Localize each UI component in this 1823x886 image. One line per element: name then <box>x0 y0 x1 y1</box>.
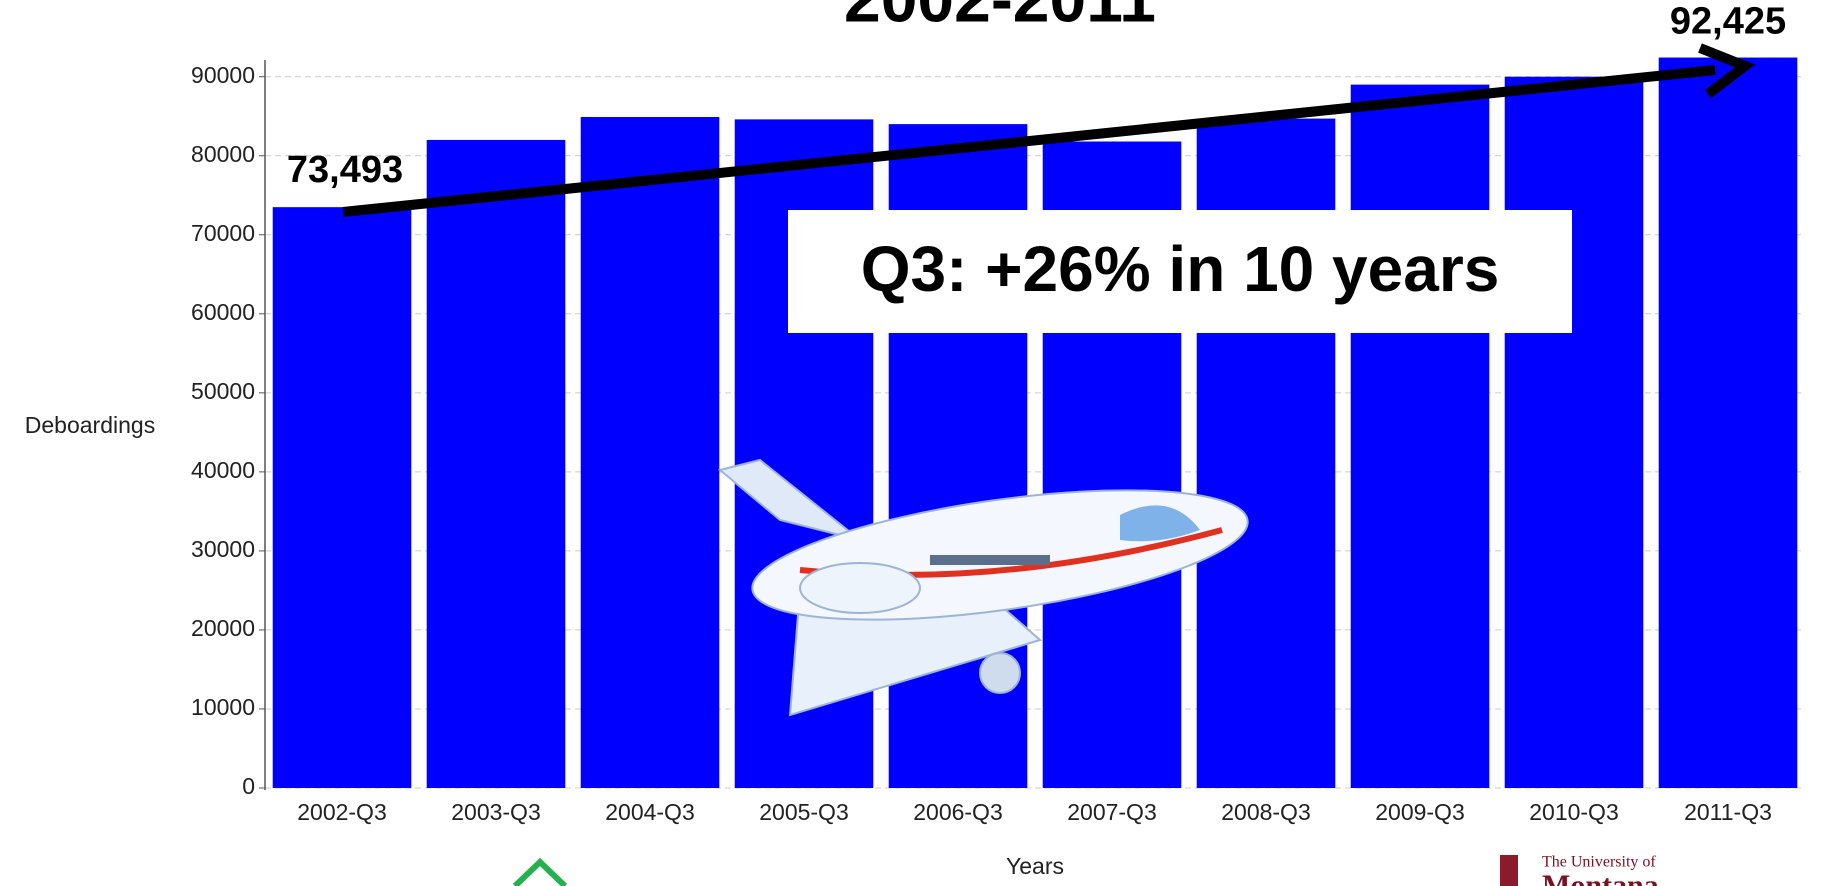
x-tick-label: 2002-Q3 <box>297 799 387 825</box>
bar <box>580 117 720 789</box>
chart-title: 2002-2011 <box>844 0 1156 35</box>
bar <box>1350 84 1490 788</box>
annotation-box <box>788 210 1572 333</box>
y-tick-label: 60000 <box>191 299 255 325</box>
x-tick-label: 2008-Q3 <box>1221 799 1311 825</box>
y-tick-label: 0 <box>242 773 255 799</box>
x-tick-label: 2010-Q3 <box>1529 799 1619 825</box>
y-tick-label: 80000 <box>191 141 255 167</box>
logo-text: The University of <box>1542 854 1656 871</box>
x-tick-label: 2004-Q3 <box>605 799 695 825</box>
y-tick-label: 70000 <box>191 220 255 246</box>
x-tick-label: 2007-Q3 <box>1067 799 1157 825</box>
y-tick-label: 20000 <box>191 615 255 641</box>
x-tick-label: 2006-Q3 <box>913 799 1003 825</box>
bar <box>1504 76 1644 789</box>
y-tick-label: 30000 <box>191 536 255 562</box>
y-tick-label: 10000 <box>191 694 255 720</box>
value-label: 92,425 <box>1670 1 1786 43</box>
x-tick-label: 2009-Q3 <box>1375 799 1465 825</box>
bar <box>272 207 412 789</box>
airplane-illustration <box>717 458 1249 717</box>
x-tick-label: 2003-Q3 <box>451 799 541 825</box>
annotation: Q3: +26% in 10 years <box>861 233 1500 305</box>
logo-icon <box>1500 855 1518 886</box>
trend-arrow-head <box>1698 43 1756 98</box>
y-tick-label: 90000 <box>191 62 255 88</box>
logo-text: Montana <box>1542 869 1659 886</box>
y-axis-label: Deboardings <box>25 412 155 438</box>
x-axis-label: Years <box>1006 853 1064 879</box>
x-tick-label: 2005-Q3 <box>759 799 849 825</box>
bars: 2002-Q3 2003-Q3 2004-Q3 2005-Q3 2006-Q3 2007-… <box>272 57 1798 825</box>
bar <box>426 139 566 788</box>
logo-mark <box>512 857 568 886</box>
trend-arrow <box>342 65 1716 217</box>
value-label: 73,493 <box>287 149 403 191</box>
y-tick-label: 40000 <box>191 457 255 483</box>
annotations: Q3: +26% in 10 years 73,493 92,425 <box>287 1 1786 333</box>
bar <box>1658 57 1798 788</box>
x-tick-label: 2011-Q3 <box>1684 799 1772 825</box>
y-tick-label: 50000 <box>191 378 255 404</box>
